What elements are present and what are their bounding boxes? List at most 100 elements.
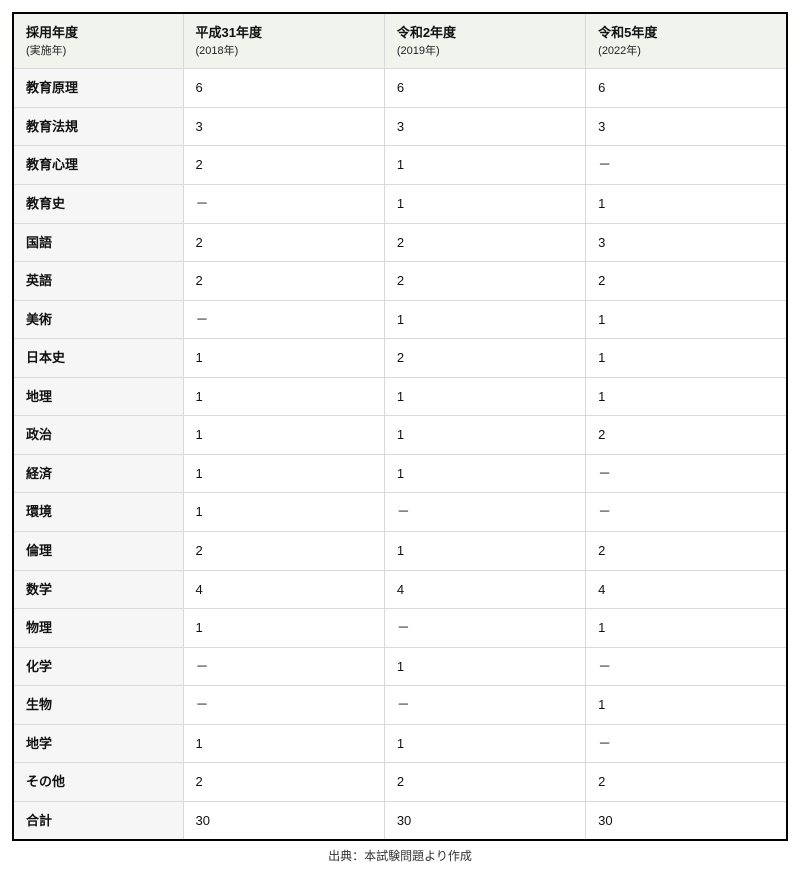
cell: 1 bbox=[384, 416, 585, 455]
cell: 1 bbox=[384, 377, 585, 416]
table-row: 生物－－1 bbox=[13, 686, 787, 725]
cell: 30 bbox=[183, 801, 384, 840]
header-row-label-sub: (実施年) bbox=[26, 44, 171, 59]
cell: 2 bbox=[586, 763, 787, 802]
header-col-main: 平成31年度 bbox=[196, 25, 262, 40]
table-row: 合計303030 bbox=[13, 801, 787, 840]
row-label: 倫理 bbox=[13, 531, 183, 570]
cell: 2 bbox=[183, 223, 384, 262]
table-container: 採用年度 (実施年) 平成31年度 (2018年) 令和2年度 (2019年) 令和5年… bbox=[12, 12, 788, 864]
table-row: 教育史－11 bbox=[13, 185, 787, 224]
header-col-main: 令和5年度 bbox=[598, 25, 657, 40]
cell: 1 bbox=[183, 454, 384, 493]
row-label: 教育原理 bbox=[13, 69, 183, 108]
cell: 1 bbox=[384, 300, 585, 339]
cell: 6 bbox=[384, 69, 585, 108]
table-head: 採用年度 (実施年) 平成31年度 (2018年) 令和2年度 (2019年) 令和5年… bbox=[13, 13, 787, 69]
cell: － bbox=[586, 146, 787, 185]
cell: 1 bbox=[384, 531, 585, 570]
table-row: 倫理212 bbox=[13, 531, 787, 570]
row-label: 美術 bbox=[13, 300, 183, 339]
row-label: その他 bbox=[13, 763, 183, 802]
cell: 3 bbox=[384, 107, 585, 146]
cell: 6 bbox=[586, 69, 787, 108]
header-row-label-main: 採用年度 bbox=[26, 25, 78, 40]
table-row: 国語223 bbox=[13, 223, 787, 262]
cell: 2 bbox=[586, 262, 787, 301]
row-label: 地学 bbox=[13, 724, 183, 763]
header-row-label: 採用年度 (実施年) bbox=[13, 13, 183, 69]
cell: 2 bbox=[384, 763, 585, 802]
source-note: 出典：本試験問題より作成 bbox=[12, 847, 788, 864]
cell: 1 bbox=[586, 609, 787, 648]
row-label: 英語 bbox=[13, 262, 183, 301]
cell: 2 bbox=[384, 223, 585, 262]
table-row: 教育原理666 bbox=[13, 69, 787, 108]
header-col-2: 令和5年度 (2022年) bbox=[586, 13, 787, 69]
cell: － bbox=[183, 300, 384, 339]
cell: 6 bbox=[183, 69, 384, 108]
cell: 2 bbox=[384, 262, 585, 301]
cell: 2 bbox=[183, 531, 384, 570]
cell: 1 bbox=[183, 609, 384, 648]
cell: 1 bbox=[384, 185, 585, 224]
row-label: 教育法規 bbox=[13, 107, 183, 146]
cell: 2 bbox=[183, 146, 384, 185]
table-row: 教育法規333 bbox=[13, 107, 787, 146]
table-row: 数学444 bbox=[13, 570, 787, 609]
table-row: 日本史121 bbox=[13, 339, 787, 378]
row-label: 生物 bbox=[13, 686, 183, 725]
table-row: 環境1－－ bbox=[13, 493, 787, 532]
table-row: 地学11－ bbox=[13, 724, 787, 763]
table-row: 美術－11 bbox=[13, 300, 787, 339]
header-col-0: 平成31年度 (2018年) bbox=[183, 13, 384, 69]
cell: 4 bbox=[586, 570, 787, 609]
cell: 1 bbox=[586, 686, 787, 725]
cell: 3 bbox=[586, 223, 787, 262]
cell: － bbox=[384, 686, 585, 725]
header-row: 採用年度 (実施年) 平成31年度 (2018年) 令和2年度 (2019年) 令和5年… bbox=[13, 13, 787, 69]
cell: 30 bbox=[586, 801, 787, 840]
row-label: 数学 bbox=[13, 570, 183, 609]
header-col-sub: (2022年) bbox=[598, 44, 774, 59]
header-col-sub: (2018年) bbox=[196, 44, 372, 59]
row-label: 教育史 bbox=[13, 185, 183, 224]
cell: 2 bbox=[384, 339, 585, 378]
row-label: 経済 bbox=[13, 454, 183, 493]
cell: 2 bbox=[586, 531, 787, 570]
row-label: 国語 bbox=[13, 223, 183, 262]
cell: 2 bbox=[183, 262, 384, 301]
cell: 1 bbox=[183, 377, 384, 416]
cell: 1 bbox=[183, 416, 384, 455]
cell: 1 bbox=[183, 493, 384, 532]
header-col-1: 令和2年度 (2019年) bbox=[384, 13, 585, 69]
header-col-sub: (2019年) bbox=[397, 44, 573, 59]
cell: 30 bbox=[384, 801, 585, 840]
cell: － bbox=[586, 493, 787, 532]
cell: 3 bbox=[586, 107, 787, 146]
row-label: 環境 bbox=[13, 493, 183, 532]
table-row: 教育心理21－ bbox=[13, 146, 787, 185]
cell: 1 bbox=[586, 339, 787, 378]
cell: 1 bbox=[586, 300, 787, 339]
row-label: 地理 bbox=[13, 377, 183, 416]
data-table: 採用年度 (実施年) 平成31年度 (2018年) 令和2年度 (2019年) 令和5年… bbox=[12, 12, 788, 841]
cell: － bbox=[183, 185, 384, 224]
cell: 3 bbox=[183, 107, 384, 146]
cell: 1 bbox=[183, 724, 384, 763]
cell: － bbox=[183, 686, 384, 725]
row-label: 教育心理 bbox=[13, 146, 183, 185]
cell: 1 bbox=[384, 724, 585, 763]
table-row: 化学－1－ bbox=[13, 647, 787, 686]
cell: － bbox=[586, 724, 787, 763]
row-label: 物理 bbox=[13, 609, 183, 648]
cell: 4 bbox=[183, 570, 384, 609]
table-body: 教育原理666教育法規333教育心理21－教育史－11国語223英語222美術－… bbox=[13, 69, 787, 840]
table-row: 政治112 bbox=[13, 416, 787, 455]
cell: 1 bbox=[384, 454, 585, 493]
row-label: 化学 bbox=[13, 647, 183, 686]
table-row: 経済11－ bbox=[13, 454, 787, 493]
cell: 1 bbox=[384, 146, 585, 185]
row-label: 合計 bbox=[13, 801, 183, 840]
header-col-main: 令和2年度 bbox=[397, 25, 456, 40]
